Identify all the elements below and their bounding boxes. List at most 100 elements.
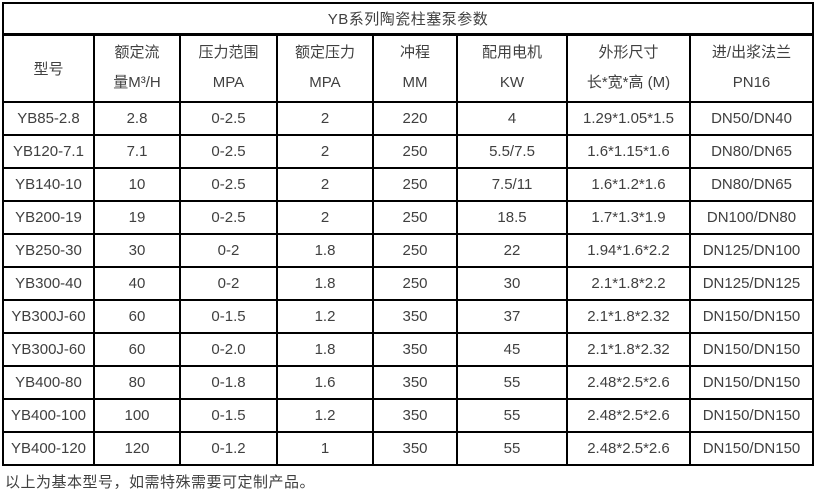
column-header-line1: 进/出浆法兰: [711, 44, 792, 62]
value-cell-rated-pressure: 2: [276, 200, 374, 235]
value-cell-stroke: 220: [372, 101, 458, 136]
column-header-line1: 额定压力: [294, 44, 355, 62]
value-cell-dimensions: 2.48*2.5*2.6: [566, 431, 691, 466]
value-cell-rated-flow: 40: [93, 266, 181, 301]
value-cell-dimensions: 2.1*1.8*2.32: [566, 299, 691, 334]
value-cell-dimensions: 1.29*1.05*1.5: [566, 101, 691, 136]
model-cell: YB300J-60: [2, 332, 95, 367]
value-cell-stroke: 250: [372, 266, 458, 301]
value-cell-dimensions: 1.6*1.2*1.6: [566, 167, 691, 202]
value-cell-rated-pressure: 1.8: [276, 332, 374, 367]
value-cell-pressure-range: 0-2.0: [179, 332, 278, 367]
value-cell-stroke: 250: [372, 134, 458, 169]
column-header-line1: 额定流: [114, 44, 160, 62]
value-cell-dimensions: 2.48*2.5*2.6: [566, 398, 691, 433]
column-header-line2: 长*宽*高 (M): [586, 74, 671, 92]
value-cell-motor-power: 55: [456, 365, 568, 400]
value-cell-rated-pressure: 2: [276, 101, 374, 136]
value-cell-dimensions: 1.7*1.3*1.9: [566, 200, 691, 235]
value-cell-rated-pressure: 2: [276, 134, 374, 169]
pump-spec-table: YB系列陶瓷柱塞泵参数 型号 额定流量M³/H 压力范围 MPA 额定压力 MPA 冲程 MM…: [1, 2, 814, 466]
value-cell-flange: DN50/DN40: [688, 101, 814, 136]
table-head: YB系列陶瓷柱塞泵参数 型号 额定流量M³/H 压力范围 MPA 额定压力 MPA 冲程 MM…: [1, 2, 814, 103]
value-cell-motor-power: 18.5: [456, 200, 568, 235]
model-cell: YB200-19: [2, 200, 95, 235]
column-header-line1: 冲程: [399, 44, 430, 62]
column-header-dimensions: 外形尺寸长*宽*高 (M): [566, 33, 691, 103]
table-row: YB200-19 19 0-2.5 2 250 18.5 1.7*1.3*1.9 DN100/…: [2, 200, 814, 235]
value-cell-motor-power: 30: [456, 266, 568, 301]
value-cell-motor-power: 45: [456, 332, 568, 367]
table-row: YB250-30 30 0-2 1.8 250 22 1.94*1.6*2.2 DN125/D…: [2, 233, 814, 268]
model-cell: YB400-80: [2, 365, 95, 400]
value-cell-motor-power: 4: [456, 101, 568, 136]
column-header-flange: 进/出浆法兰 PN16: [688, 33, 814, 103]
model-cell: YB250-30: [2, 233, 95, 268]
value-cell-stroke: 350: [372, 398, 458, 433]
value-cell-stroke: 250: [372, 233, 458, 268]
value-cell-rated-pressure: 1.8: [276, 266, 374, 301]
value-cell-dimensions: 1.94*1.6*2.2: [566, 233, 691, 268]
table-header-row: 型号 额定流量M³/H 压力范围 MPA 额定压力 MPA 冲程 MM 配用电机 KW 外形尺寸长*…: [2, 33, 814, 103]
model-cell: YB400-120: [2, 431, 95, 466]
value-cell-flange: DN100/DN80: [688, 200, 814, 235]
value-cell-pressure-range: 0-2: [179, 266, 278, 301]
column-header-motor-power: 配用电机 KW: [456, 33, 568, 103]
value-cell-stroke: 350: [372, 299, 458, 334]
column-header-pressure-range: 压力范围 MPA: [179, 33, 278, 103]
value-cell-dimensions: 1.6*1.15*1.6: [566, 134, 691, 169]
value-cell-flange: DN150/DN150: [688, 332, 814, 367]
model-cell: YB120-7.1: [2, 134, 95, 169]
column-header-stroke: 冲程 MM: [372, 33, 458, 103]
value-cell-motor-power: 55: [456, 398, 568, 433]
column-header-line2: 量M³/H: [113, 74, 161, 92]
value-cell-rated-flow: 100: [93, 398, 181, 433]
value-cell-motor-power: 22: [456, 233, 568, 268]
column-header-line2: KW: [499, 74, 525, 92]
value-cell-stroke: 350: [372, 431, 458, 466]
table-row: YB300J-60 60 0-1.5 1.2 350 37 2.1*1.8*2.32 DN15…: [2, 299, 814, 334]
value-cell-stroke: 350: [372, 332, 458, 367]
column-header-model: 型号: [2, 33, 95, 103]
column-header-line1: 外形尺寸: [598, 44, 659, 62]
value-cell-dimensions: 2.1*1.8*2.32: [566, 332, 691, 367]
value-cell-pressure-range: 0-2.5: [179, 200, 278, 235]
value-cell-flange: DN125/DN100: [688, 233, 814, 268]
table-row: YB400-120 120 0-1.2 1 350 55 2.48*2.5*2.6 DN150…: [2, 431, 814, 466]
column-header-line2: PN16: [732, 74, 771, 92]
value-cell-rated-flow: 120: [93, 431, 181, 466]
value-cell-stroke: 250: [372, 200, 458, 235]
value-cell-motor-power: 55: [456, 431, 568, 466]
column-header-line2: MPA: [309, 74, 341, 92]
value-cell-motor-power: 37: [456, 299, 568, 334]
table-row: YB140-10 10 0-2.5 2 250 7.5/11 1.6*1.2*1.6 DN80…: [2, 167, 814, 202]
model-cell: YB400-100: [2, 398, 95, 433]
value-cell-flange: DN150/DN150: [688, 398, 814, 433]
model-cell: YB300-40: [2, 266, 95, 301]
table-row: YB400-100 100 0-1.5 1.2 350 55 2.48*2.5*2.6 DN1…: [2, 398, 814, 433]
value-cell-pressure-range: 0-1.5: [179, 299, 278, 334]
model-cell: YB85-2.8: [2, 101, 95, 136]
value-cell-rated-pressure: 1: [276, 431, 374, 466]
table-row: YB300-40 40 0-2 1.8 250 30 2.1*1.8*2.2 DN125/DN…: [2, 266, 814, 301]
value-cell-rated-flow: 60: [93, 299, 181, 334]
value-cell-flange: DN80/DN65: [688, 134, 814, 169]
value-cell-rated-flow: 30: [93, 233, 181, 268]
value-cell-dimensions: 2.1*1.8*2.2: [566, 266, 691, 301]
table-body: YB85-2.8 2.8 0-2.5 2 220 4 1.29*1.05*1.5 DN50/D…: [2, 101, 814, 466]
value-cell-flange: DN80/DN65: [688, 167, 814, 202]
column-header-line2: MM: [402, 74, 428, 92]
table-title-row: YB系列陶瓷柱塞泵参数: [1, 2, 814, 36]
value-cell-rated-pressure: 1.6: [276, 365, 374, 400]
column-header-rated-pressure: 额定压力 MPA: [276, 33, 374, 103]
footer-note: 以上为基本型号，如需特殊需要可定制产品。: [5, 474, 316, 491]
value-cell-flange: DN150/DN150: [688, 299, 814, 334]
column-header-line1: 配用电机: [481, 44, 542, 62]
value-cell-pressure-range: 0-2: [179, 233, 278, 268]
value-cell-rated-flow: 80: [93, 365, 181, 400]
value-cell-flange: DN150/DN150: [688, 431, 814, 466]
value-cell-dimensions: 2.48*2.5*2.6: [566, 365, 691, 400]
value-cell-rated-pressure: 1.2: [276, 398, 374, 433]
value-cell-pressure-range: 0-2.5: [179, 167, 278, 202]
